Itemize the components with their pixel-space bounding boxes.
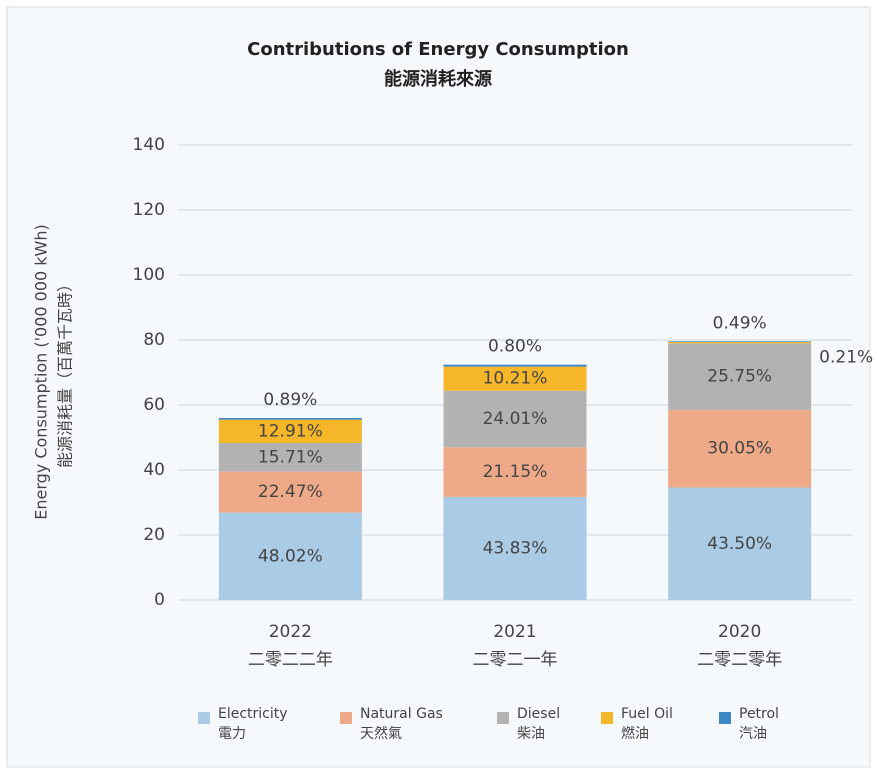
y-tick-label: 100 — [133, 265, 165, 285]
x-tick-label-zh: 二零二二年 — [248, 650, 333, 670]
legend-label-zh: 汽油 — [739, 726, 767, 742]
bar-segment — [668, 341, 812, 344]
bar-segment — [668, 487, 812, 600]
bar-segment — [668, 409, 812, 488]
legend-label-zh: 柴油 — [517, 726, 545, 742]
legend-swatch — [601, 712, 613, 724]
y-axis-label-zh: 能源消耗量（百萬千瓦時） — [56, 276, 75, 468]
share-label: 24.01% — [483, 409, 548, 429]
y-tick-label: 0 — [154, 590, 165, 610]
bar-segment — [218, 418, 362, 420]
bar-segment — [443, 496, 587, 600]
x-tick-label: 2022 — [269, 622, 312, 642]
share-label: 43.83% — [483, 538, 548, 558]
legend-label-zh: 天然氣 — [360, 725, 402, 742]
x-tick-label: 2021 — [493, 622, 536, 642]
y-axis-label: Energy Consumption ('000 000 kWh) — [32, 224, 51, 520]
x-tick-label-zh: 二零二零年 — [697, 650, 782, 670]
share-label: 15.71% — [258, 447, 323, 467]
y-tick-label: 140 — [133, 135, 165, 155]
bar-segment — [443, 390, 587, 448]
share-label: 25.75% — [707, 367, 772, 387]
share-label: 12.91% — [258, 421, 323, 441]
legend-label: Natural Gas — [360, 706, 443, 722]
y-tick-label: 20 — [143, 525, 165, 545]
bar-segment — [443, 447, 587, 497]
share-label: 10.21% — [483, 369, 548, 389]
x-tick-label: 2020 — [718, 622, 761, 642]
legend-swatch — [198, 712, 210, 724]
share-label: 0.89% — [263, 390, 317, 410]
share-label: 22.47% — [258, 482, 323, 502]
share-label: 30.05% — [707, 439, 772, 459]
share-label: 48.02% — [258, 546, 323, 566]
share-label: 21.15% — [483, 462, 548, 482]
legend-swatch — [719, 712, 731, 724]
share-label: 43.50% — [707, 534, 772, 554]
legend-swatch — [340, 712, 352, 724]
legend-label: Petrol — [739, 706, 779, 722]
chart-subtitle: 能源消耗來源 — [384, 68, 492, 90]
legend-label: Diesel — [517, 706, 560, 722]
chart-title: Contributions of Energy Consumption — [247, 39, 629, 60]
bar-segment — [668, 343, 812, 410]
legend-label-zh: 燃油 — [621, 725, 649, 742]
bar-segment — [218, 443, 362, 472]
bar-segment — [668, 341, 812, 342]
share-label: 0.80% — [488, 337, 542, 357]
bar-segment — [218, 512, 362, 600]
y-tick-label: 120 — [133, 200, 165, 220]
share-label: 0.21% — [819, 347, 873, 367]
bar-segment — [218, 471, 362, 513]
x-tick-label-zh: 二零二一年 — [473, 650, 558, 670]
legend-label: Fuel Oil — [621, 706, 673, 722]
bar-segment — [443, 366, 587, 391]
bar-segment — [218, 419, 362, 444]
y-tick-label: 80 — [143, 330, 165, 350]
legend-swatch — [497, 712, 509, 724]
legend-label-zh: 電力 — [218, 726, 246, 742]
share-label: 0.49% — [713, 313, 767, 333]
y-tick-label: 60 — [143, 395, 165, 415]
legend-label: Electricity — [218, 706, 288, 722]
y-tick-label: 40 — [143, 460, 165, 480]
bar-segment — [443, 364, 587, 367]
